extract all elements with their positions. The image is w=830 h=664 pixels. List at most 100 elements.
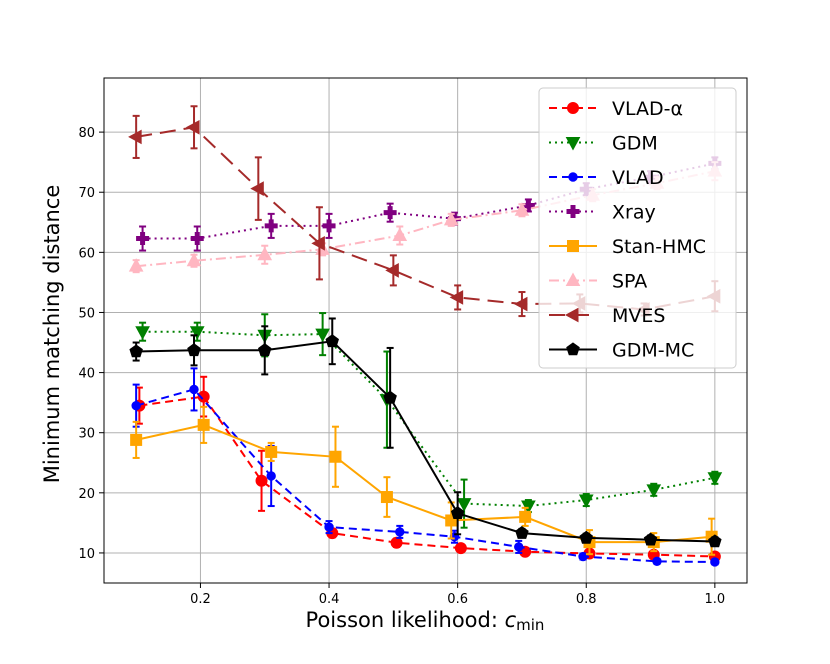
legend-label: SPA — [612, 271, 647, 293]
data-point-marker — [135, 326, 150, 340]
legend-marker — [565, 137, 581, 151]
series-stan-hmc — [130, 405, 718, 556]
legend-label: GDM-MC — [612, 340, 694, 362]
data-point-marker — [578, 494, 594, 509]
data-point-marker — [456, 498, 472, 512]
x-tick-label: 0.8 — [576, 592, 597, 607]
series-gdm-mc — [129, 317, 722, 548]
legend-label: Stan-HMC — [612, 236, 706, 258]
data-point-marker — [324, 522, 334, 532]
x-tick-label: 0.2 — [190, 592, 211, 607]
series-vlad — [131, 367, 720, 567]
data-point-marker — [707, 472, 723, 486]
data-point-marker — [197, 390, 210, 403]
data-point-marker — [578, 551, 588, 562]
data-point-marker — [449, 290, 464, 305]
y-tick-label: 70 — [78, 186, 95, 201]
legend-item-mves: MVES — [549, 305, 665, 327]
legend-marker — [566, 205, 580, 218]
data-point-marker — [514, 542, 524, 552]
data-point-marker — [383, 390, 397, 404]
series-line — [142, 330, 716, 508]
legend-label: MVES — [612, 305, 665, 327]
legend-marker — [567, 240, 579, 252]
data-point-marker — [646, 484, 662, 498]
series-line — [139, 395, 715, 558]
legend-label: Xray — [612, 202, 656, 224]
x-tick-label: 0.6 — [447, 592, 468, 607]
legend-label: VLAD-α — [612, 98, 683, 120]
data-point-marker — [130, 433, 143, 446]
legend-box — [538, 87, 737, 369]
data-point-marker — [128, 129, 142, 145]
legend-label: VLAD — [612, 167, 664, 189]
data-point-marker — [443, 211, 459, 226]
legend-marker — [568, 172, 578, 182]
x-axis-title: Poisson likelihood: cmin — [306, 608, 545, 634]
data-point-marker — [395, 527, 405, 537]
data-point-marker — [128, 258, 144, 272]
legend-marker — [567, 102, 579, 114]
y-tick-label: 20 — [78, 487, 95, 502]
y-tick-label: 40 — [78, 367, 95, 382]
legend-item-stan-hmc: Stan-HMC — [549, 236, 706, 258]
y-tick-label: 80 — [78, 126, 95, 141]
x-tick-label: 1.0 — [705, 592, 726, 607]
legend-item-gdm: GDM — [549, 133, 658, 155]
legend-item-gdm-mc: GDM-MC — [549, 340, 694, 362]
data-point-marker — [187, 343, 201, 357]
legend-item-vlad: VLAD — [549, 167, 664, 189]
series-line — [135, 423, 712, 544]
data-point-marker — [136, 232, 150, 246]
legend-item-vlad: VLAD-α — [549, 98, 683, 120]
data-point-marker — [265, 445, 278, 458]
series-layer — [128, 105, 723, 567]
data-point-marker — [454, 542, 467, 555]
legend-item-spa: SPA — [549, 271, 647, 293]
data-point-marker — [189, 326, 205, 340]
data-point-marker — [311, 235, 325, 251]
legend: VLAD-α GDM VLAD Xray Stan-HMC SPA MVES GDM-MC — [538, 87, 737, 369]
data-point-marker — [579, 530, 593, 544]
series-line — [136, 340, 715, 543]
series-line — [135, 388, 715, 563]
data-point-marker — [258, 343, 272, 357]
data-point-marker — [392, 227, 408, 242]
axis-ticks: 0.2 0.4 0.6 0.8 1.0 10 20 30 40 50 60 70 80 — [78, 126, 725, 607]
data-point-marker — [197, 418, 210, 431]
plot-frame — [103, 77, 748, 584]
data-point-marker — [322, 219, 336, 233]
data-point-marker — [643, 532, 658, 546]
legend-marker — [565, 272, 581, 286]
y-axis-title: Minimum matching distance — [40, 185, 64, 484]
data-point-marker — [385, 263, 399, 278]
data-point-marker — [189, 384, 199, 395]
data-point-marker — [186, 252, 202, 267]
data-point-marker — [380, 491, 393, 504]
data-point-marker — [325, 334, 339, 348]
series-line — [142, 162, 716, 240]
data-point-marker — [129, 344, 143, 358]
data-point-marker — [315, 328, 330, 343]
legend-marker — [566, 342, 580, 356]
data-point-marker — [185, 119, 200, 135]
data-point-marker — [329, 450, 342, 463]
data-point-marker — [515, 525, 529, 539]
y-tick-label: 30 — [78, 427, 95, 442]
y-tick-label: 10 — [78, 547, 95, 562]
data-point-marker — [513, 296, 528, 312]
data-point-marker — [383, 206, 397, 220]
x-tick-label: 0.4 — [319, 592, 340, 607]
data-point-marker — [708, 534, 722, 548]
y-tick-label: 60 — [78, 246, 95, 261]
data-point-marker — [450, 506, 465, 519]
legend-marker — [564, 307, 579, 323]
data-point-marker — [131, 400, 141, 411]
data-point-marker — [257, 246, 273, 261]
data-point-marker — [264, 219, 278, 233]
data-point-marker — [652, 556, 662, 567]
data-point-marker — [255, 474, 268, 487]
y-tick-label: 50 — [78, 306, 95, 321]
data-point-marker — [519, 510, 532, 523]
